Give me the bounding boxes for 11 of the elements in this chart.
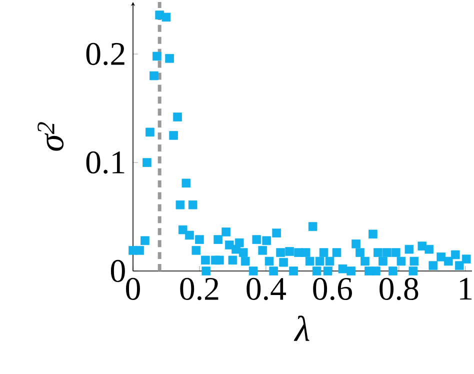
x-tick-label: 0.6 [313,278,352,300]
x-tick-label: 1 [460,278,472,300]
x-tick-label: 0.8 [380,278,418,300]
x-tick-label: 0 [126,278,140,300]
y-tick-label: 0.2 [86,42,124,66]
x-tick-label: 0.2 [180,278,218,300]
x-tick-label: 0.4 [246,278,286,300]
y-axis-title: σ$^{2}$ [38,122,64,151]
x-axis-title: λ [294,316,310,341]
y-tick-label: 0 [110,260,125,282]
y-tick-label: 0.1 [86,151,124,174]
